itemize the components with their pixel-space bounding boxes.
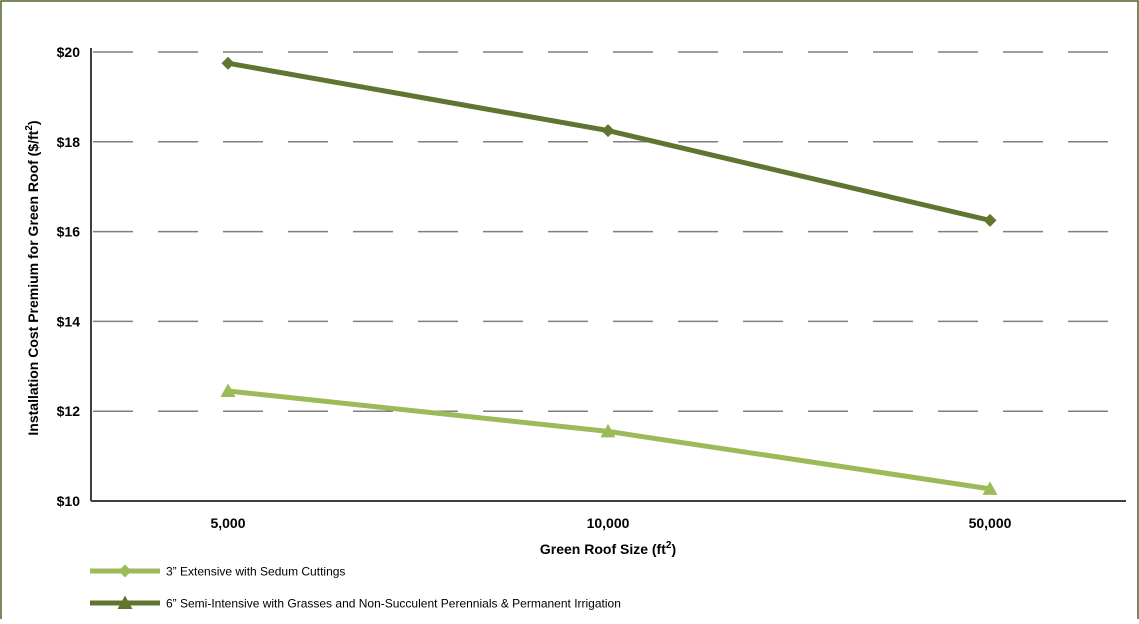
y-tick-label: $12 bbox=[57, 403, 81, 419]
y-axis-label: Installation Cost Premium for Green Roof… bbox=[24, 120, 41, 435]
x-tick-labels: 5,000 10,000 50,000 bbox=[210, 515, 1011, 531]
x-axis-label: Green Roof Size (ft2) bbox=[540, 540, 676, 557]
legend-item: 3” Extensive with Sedum Cuttings bbox=[90, 564, 345, 579]
x-tick-label: 5,000 bbox=[210, 515, 245, 531]
y-tick-label: $14 bbox=[57, 313, 81, 329]
legend-marker bbox=[117, 595, 133, 609]
axes bbox=[90, 48, 1126, 502]
legend: 3” Extensive with Sedum Cuttings 6” Semi-… bbox=[90, 564, 621, 611]
y-tick-label: $10 bbox=[57, 493, 81, 509]
legend-item: 6” Semi-Intensive with Grasses and Non-S… bbox=[90, 595, 621, 611]
y-tick-label: $20 bbox=[57, 44, 81, 60]
legend-label: 6” Semi-Intensive with Grasses and Non-S… bbox=[166, 597, 621, 611]
data-point-triangle bbox=[220, 383, 236, 397]
data-point-triangle bbox=[982, 481, 998, 495]
x-tick-label: 10,000 bbox=[587, 515, 630, 531]
legend-marker bbox=[118, 564, 132, 578]
legend-label: 3” Extensive with Sedum Cuttings bbox=[166, 565, 345, 579]
gridlines bbox=[93, 51, 1126, 412]
y-tick-label: $18 bbox=[57, 134, 81, 150]
y-tick-labels: $10 $12 $14 $16 $18 $20 bbox=[57, 44, 81, 509]
x-tick-label: 50,000 bbox=[969, 515, 1012, 531]
series-markers bbox=[220, 56, 998, 495]
y-tick-label: $16 bbox=[57, 224, 81, 240]
data-point-triangle bbox=[600, 423, 616, 438]
data-point-diamond bbox=[601, 124, 615, 138]
data-point-diamond bbox=[221, 56, 235, 70]
data-point-diamond bbox=[983, 213, 997, 227]
